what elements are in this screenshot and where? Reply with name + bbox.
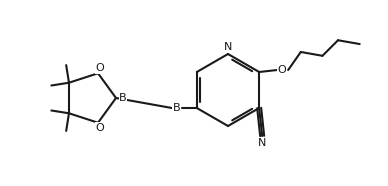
Text: O: O <box>96 63 104 73</box>
Text: O: O <box>96 123 104 133</box>
Text: B: B <box>119 93 127 103</box>
Text: B: B <box>173 103 181 113</box>
Text: N: N <box>224 42 232 52</box>
Text: N: N <box>258 138 267 148</box>
Text: O: O <box>278 65 287 75</box>
